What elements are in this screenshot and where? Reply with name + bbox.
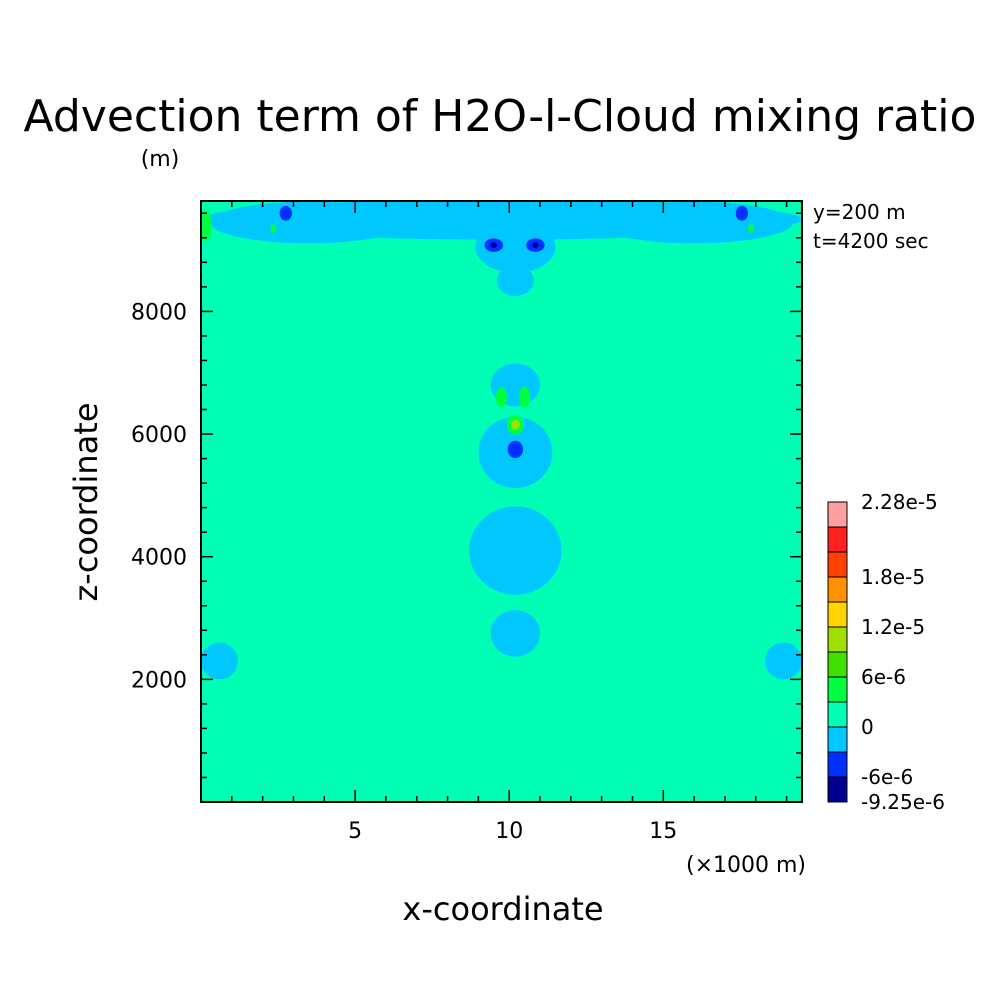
colorbar-segment [827,626,848,653]
background-level-fill [201,201,802,802]
x-tick-label: 15 [649,819,677,844]
colorbar-segment [827,601,848,628]
colorbar-segment [827,776,848,803]
colorbar-label: 6e-6 [861,665,906,689]
feature-left-bottom-patch [201,642,238,680]
feature-min-right-eye [532,242,539,248]
feature-upper-right-bay [595,201,793,244]
colorbar-labels: 2.28e-5 1.8e-5 1.2e-5 6e-6 0 -6e-6-9.25e-6 [861,490,945,814]
colorbar-segment [827,751,848,778]
contour-features [201,201,802,680]
plot-frame [200,200,803,803]
colorbar-label: -9.25e-6 [861,790,945,814]
colorbar-segment [827,701,848,728]
colorbar-label: 1.2e-5 [861,615,925,639]
feature-neg-left-top [279,205,292,221]
x-tick-label: 5 [348,819,362,844]
colorbar-segment [827,501,848,528]
feature-pos-left-edge [201,210,212,241]
feature-neg-mid [507,440,524,458]
feature-neg-right-top [735,205,749,221]
x-unit-label: (×1000 m) [686,853,806,878]
plot-area [201,201,802,802]
colorbar-segment [827,551,848,578]
feature-pos-right-dot [748,224,755,233]
y-tick-label: 4000 [131,546,187,571]
y-tick-label: 8000 [131,300,187,325]
unit-label: (m) [141,147,180,172]
colorbar-segment [827,676,848,703]
x-tick-labels: 5 10 15 [348,819,677,844]
y-tick-label: 2000 [131,668,187,693]
colorbar-label: 2.28e-5 [861,490,938,514]
annotation-t: t=4200 sec [813,229,929,253]
feature-top-center-lower [496,265,534,297]
feature-pos-mid-core [511,419,520,430]
colorbar-segment [827,526,848,553]
feature-pos-left-dot [270,224,277,233]
annotation-y: y=200 m [813,200,906,224]
colorbar-segment [827,651,848,678]
colorbar-label: 1.8e-5 [861,565,925,589]
feature-pos-mid-left [495,386,508,408]
colorbar-label: 0 [861,715,874,739]
colorbar-label: -6e-6 [861,765,913,789]
colorbar-segment [827,726,848,753]
feature-bottom-column [490,610,541,657]
y-tick-labels: 2000 4000 6000 8000 [131,300,187,693]
colorbar-segment [827,576,848,603]
y-axis-label: z-coordinate [67,402,105,601]
feature-right-bottom-patch [765,642,802,680]
feature-upper-left-bay [210,201,408,244]
y-tick-label: 6000 [131,423,187,448]
chart-title: Advection term of H2O-l-Cloud mixing rat… [24,91,977,142]
feature-lower-column [469,506,562,595]
feature-pos-mid-right [519,386,531,408]
feature-min-left-eye [490,242,497,248]
feature-top-center-blob [475,221,556,273]
x-tick-label: 10 [495,819,523,844]
axis-ticks [201,201,802,802]
x-axis-label: x-coordinate [402,890,603,928]
colorbar [827,501,848,803]
